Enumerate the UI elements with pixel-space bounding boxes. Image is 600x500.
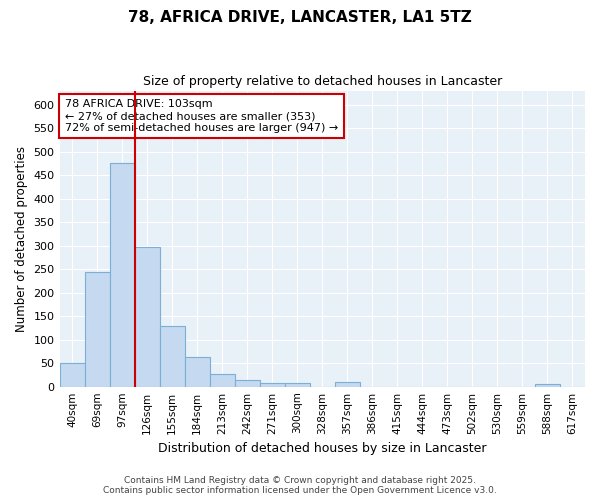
- Text: 78, AFRICA DRIVE, LANCASTER, LA1 5TZ: 78, AFRICA DRIVE, LANCASTER, LA1 5TZ: [128, 10, 472, 25]
- Bar: [85, 272, 110, 386]
- Bar: [535, 384, 560, 386]
- Bar: [235, 380, 260, 386]
- Text: 78 AFRICA DRIVE: 103sqm
← 27% of detached houses are smaller (353)
72% of semi-d: 78 AFRICA DRIVE: 103sqm ← 27% of detache…: [65, 100, 338, 132]
- Bar: [285, 383, 310, 386]
- Bar: [110, 163, 134, 386]
- Bar: [185, 357, 209, 386]
- Y-axis label: Number of detached properties: Number of detached properties: [15, 146, 28, 332]
- X-axis label: Distribution of detached houses by size in Lancaster: Distribution of detached houses by size …: [158, 442, 487, 455]
- Bar: [260, 383, 285, 386]
- Text: Contains HM Land Registry data © Crown copyright and database right 2025.
Contai: Contains HM Land Registry data © Crown c…: [103, 476, 497, 495]
- Bar: [134, 246, 160, 386]
- Bar: [335, 382, 360, 386]
- Bar: [209, 374, 235, 386]
- Bar: [160, 326, 185, 386]
- Bar: [59, 363, 85, 386]
- Title: Size of property relative to detached houses in Lancaster: Size of property relative to detached ho…: [143, 75, 502, 88]
